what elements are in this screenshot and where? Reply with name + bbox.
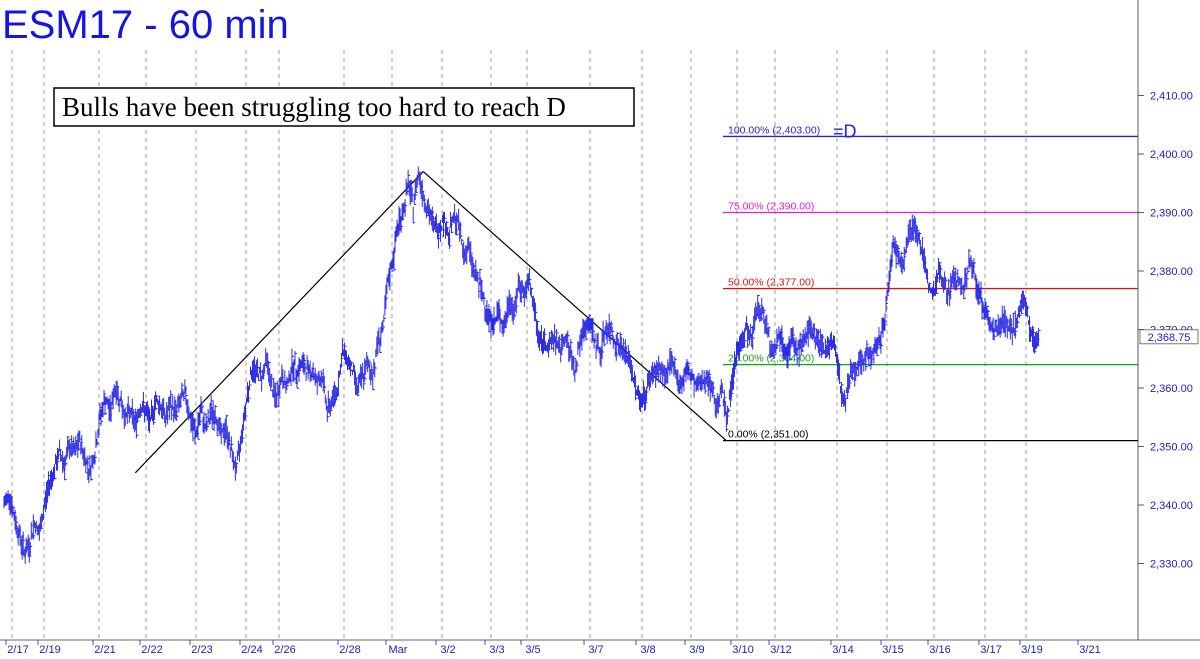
fib-level-label: 50.00% (2,377.00) bbox=[728, 277, 814, 289]
last-price-label: 2,368.75 bbox=[1148, 332, 1191, 344]
x-tick-label: 3/8 bbox=[640, 644, 655, 656]
abcd-pattern bbox=[134, 171, 727, 474]
y-tick-label: 2,410.00 bbox=[1150, 91, 1193, 103]
fib-level-suffix: =D bbox=[833, 121, 857, 141]
x-tick-label: 2/19 bbox=[39, 644, 60, 656]
y-tick-label: 2,390.00 bbox=[1150, 208, 1193, 220]
x-tick-label: 3/17 bbox=[980, 644, 1001, 656]
chart-title: ESM17 - 60 min bbox=[2, 3, 289, 47]
fib-level-label: 0.00% (2,351.00) bbox=[728, 429, 809, 441]
x-tick-label: 2/26 bbox=[274, 644, 295, 656]
x-tick-label: 3/2 bbox=[440, 644, 455, 656]
y-tick-label: 2,330.00 bbox=[1150, 559, 1193, 571]
y-tick-label: 2,400.00 bbox=[1150, 149, 1193, 161]
annotation-box: Bulls have been struggling too hard to r… bbox=[53, 87, 635, 127]
x-tick-label: 2/21 bbox=[94, 644, 115, 656]
x-tick-label: 3/19 bbox=[1021, 644, 1042, 656]
vertical-gridlines bbox=[11, 50, 1027, 640]
x-tick-label: 2/28 bbox=[339, 644, 360, 656]
x-tick-label: 3/3 bbox=[489, 644, 504, 656]
pattern-leg bbox=[422, 171, 727, 442]
x-tick-label: 3/21 bbox=[1079, 644, 1100, 656]
x-tick-label: 3/7 bbox=[588, 644, 603, 656]
x-tick-label: 3/16 bbox=[929, 644, 950, 656]
pattern-leg bbox=[134, 171, 424, 474]
x-tick-label: 2/17 bbox=[7, 644, 28, 656]
x-tick-label: 3/9 bbox=[689, 644, 704, 656]
x-tick-label: Mar bbox=[389, 644, 408, 656]
x-axis: 2/17 2/19 2/21 2/22 2/23 2/24 2/26 2/28 Mar 3/2 3/… bbox=[5, 640, 1101, 656]
x-tick-label: 3/15 bbox=[882, 644, 903, 656]
annotation-text: Bulls have been struggling too hard to r… bbox=[62, 92, 566, 122]
last-price-marker: 2,368.75 bbox=[1139, 329, 1199, 345]
fib-level-label: 100.00% (2,403.00) bbox=[728, 124, 820, 136]
fib-level-label: 25.00% (2,364.00) bbox=[728, 353, 814, 365]
last-price-box bbox=[1139, 329, 1199, 345]
price-series bbox=[3, 166, 1041, 564]
y-tick-label: 2,360.00 bbox=[1150, 383, 1193, 395]
x-tick-label: 3/10 bbox=[732, 644, 753, 656]
y-tick-label: 2,340.00 bbox=[1150, 500, 1193, 512]
x-tick-label: 2/22 bbox=[141, 644, 162, 656]
y-tick-label: 2,350.00 bbox=[1150, 442, 1193, 454]
y-tick-label: 2,380.00 bbox=[1150, 266, 1193, 278]
x-tick-label: 3/14 bbox=[832, 644, 853, 656]
x-tick-label: 2/24 bbox=[241, 644, 262, 656]
x-tick-label: 3/12 bbox=[770, 644, 791, 656]
annotation-box-frame bbox=[53, 87, 635, 127]
fib-level-label: 75.00% (2,390.00) bbox=[728, 201, 814, 213]
fibonacci-levels: 100.00% (2,403.00) =D 75.00% (2,390.00) 50.… bbox=[723, 121, 1138, 442]
x-tick-label: 3/5 bbox=[525, 644, 540, 656]
y-axis: 2,330.002,340.002,350.002,360.002,370.00… bbox=[0, 0, 1200, 641]
x-tick-label: 2/23 bbox=[191, 644, 212, 656]
